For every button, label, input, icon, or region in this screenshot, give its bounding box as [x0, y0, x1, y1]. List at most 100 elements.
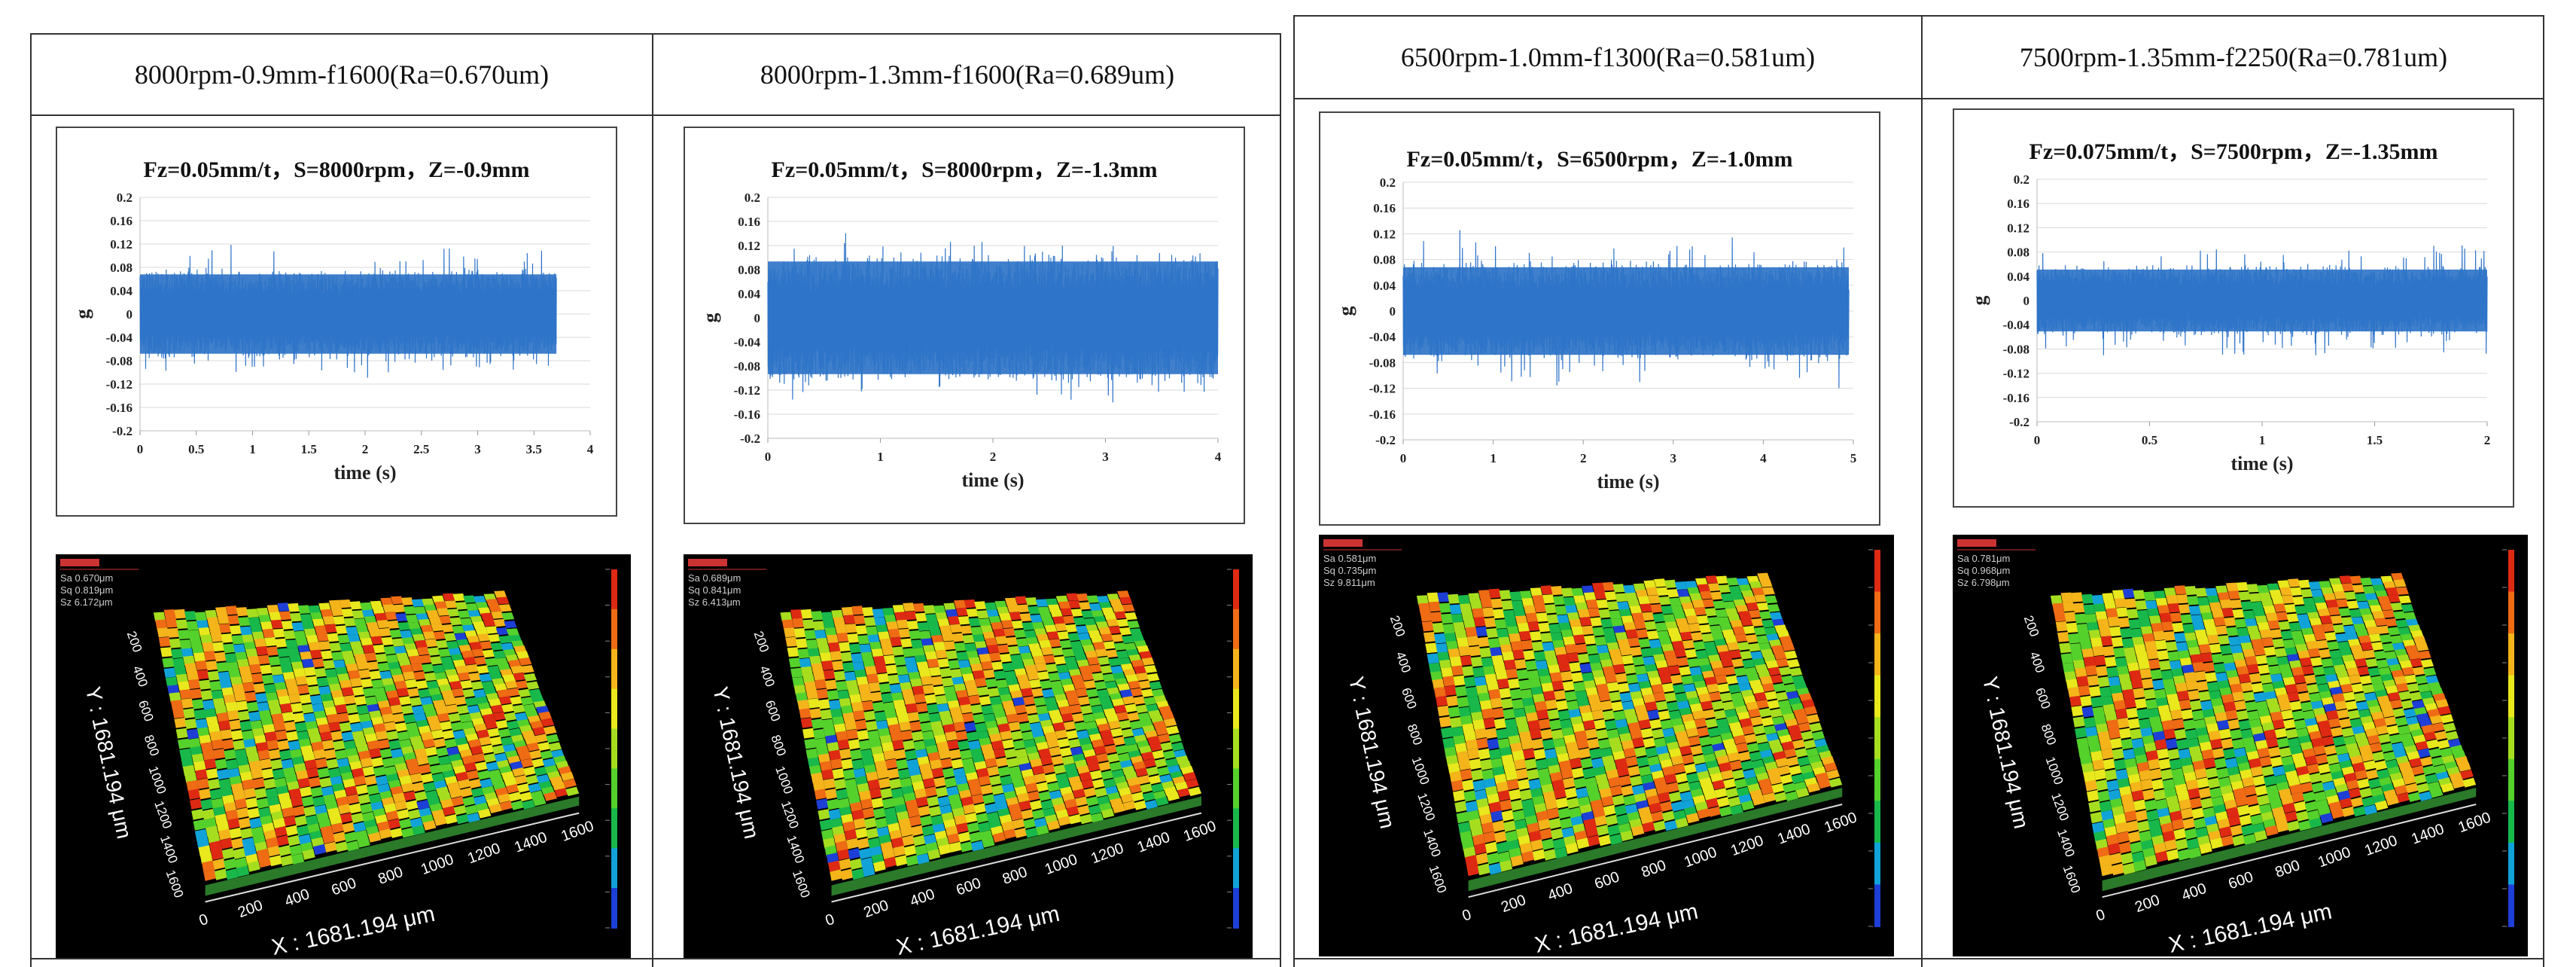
surface-cell — [2146, 649, 2159, 660]
surface-cell — [2255, 654, 2268, 665]
panel-0-0: 8000rpm-0.9mm-f1600(Ra=0.670um) Fz=0.05m… — [32, 35, 652, 967]
surface-cell — [1040, 755, 1054, 766]
surface-cell — [377, 783, 391, 794]
surface-cell — [236, 700, 248, 711]
surface-cell — [1444, 633, 1457, 643]
surface-cell — [351, 813, 364, 823]
surface-cell — [2071, 651, 2084, 663]
surface-cell — [186, 670, 199, 681]
surface-cell — [1589, 748, 1602, 759]
surface-cell — [2429, 788, 2444, 798]
surface-cell — [2419, 791, 2432, 801]
surface-cell — [1719, 761, 1732, 772]
surface-cell — [2295, 810, 2310, 822]
surface-cell — [224, 801, 237, 813]
surface-cell — [884, 615, 897, 624]
surface-cell — [2250, 814, 2264, 825]
surface-cell — [2254, 830, 2267, 842]
surface-cell — [2396, 792, 2410, 803]
surface-cell — [2178, 650, 2191, 660]
surface-cell — [341, 687, 355, 697]
surface-cell — [400, 630, 413, 639]
surface-cell — [289, 612, 303, 622]
surface-cell — [1563, 596, 1576, 606]
surface-cell — [1646, 795, 1661, 806]
surface-cell — [172, 708, 185, 718]
surface-cell — [460, 787, 473, 798]
surface-cell — [224, 653, 237, 663]
surface-cell — [800, 666, 813, 676]
surface-cell — [979, 696, 992, 706]
surface-cell — [295, 676, 308, 685]
surface-cell — [167, 685, 180, 695]
surface-cell — [329, 642, 342, 651]
surface-cell — [844, 720, 857, 731]
surface-cell — [1524, 605, 1536, 615]
surface-cell — [1472, 667, 1485, 678]
surface-cell — [373, 723, 386, 733]
surface-cell — [383, 803, 397, 814]
surface-cell — [2097, 790, 2110, 802]
surface-cell — [818, 699, 831, 709]
surface-cell — [1488, 588, 1502, 599]
surface-cell — [163, 609, 176, 619]
surface-cell — [462, 796, 476, 807]
surface-cell — [2360, 642, 2374, 651]
surface-cell — [909, 815, 922, 827]
surface-cell — [1425, 642, 1438, 654]
y-axis-label: g — [699, 313, 721, 323]
surface-cell — [338, 804, 352, 815]
surface-cell — [2223, 701, 2236, 712]
surface-cell — [2159, 612, 2173, 623]
surface-cell — [268, 656, 281, 666]
surface-cell — [475, 696, 489, 706]
surface-cell — [1102, 673, 1116, 682]
plot-title: Fz=0.05mm/t，S=6500rpm，Z=-1.0mm — [1406, 147, 1793, 172]
surface-cell — [2299, 621, 2312, 630]
y-tick-label: -0.2 — [740, 432, 760, 446]
surface-cell — [985, 758, 998, 768]
surface-cell — [878, 631, 891, 641]
surface-cell — [391, 674, 405, 683]
surface-cell — [203, 651, 217, 661]
surface-cell — [857, 730, 869, 740]
surface-cell — [849, 694, 862, 704]
surface-cell — [900, 638, 913, 648]
surface-cell — [330, 731, 344, 741]
surface-cell — [964, 721, 977, 732]
surface-cell — [1634, 620, 1647, 630]
surface-cell — [842, 769, 856, 780]
surface-cell — [2167, 651, 2180, 661]
surface-cell — [2307, 763, 2320, 774]
surface-cell — [2203, 662, 2215, 673]
surface-cell — [522, 703, 536, 712]
surface-cell — [1003, 627, 1016, 637]
surface-cell — [1517, 622, 1530, 633]
surface-cell — [1461, 611, 1474, 621]
surface-cell — [157, 627, 169, 638]
surface-cell — [1803, 740, 1816, 749]
surface-cell — [1114, 611, 1128, 619]
surface-cell — [2460, 769, 2474, 779]
surface-cell — [2364, 804, 2377, 816]
surface-cell — [1781, 740, 1795, 751]
surface-cell — [291, 703, 303, 712]
surface-cell — [316, 677, 329, 687]
surface-cell — [1676, 589, 1690, 598]
surface-cell — [366, 785, 380, 795]
surface-cell — [1571, 626, 1584, 636]
surface-cell — [1427, 653, 1439, 664]
surface-cell — [898, 818, 912, 829]
surface-cell — [924, 786, 938, 798]
surface-cell — [2103, 645, 2115, 657]
surface-cell — [787, 647, 799, 657]
surface-cell — [373, 687, 386, 697]
surface-cell — [2422, 765, 2436, 776]
surface-cell — [1791, 773, 1804, 784]
surface-cell — [155, 619, 168, 630]
surface-cell — [1564, 691, 1577, 701]
surface-cell — [1137, 775, 1151, 785]
surface-cell — [2380, 602, 2393, 611]
surface-cell — [382, 713, 395, 723]
surface-cell — [2103, 758, 2116, 770]
